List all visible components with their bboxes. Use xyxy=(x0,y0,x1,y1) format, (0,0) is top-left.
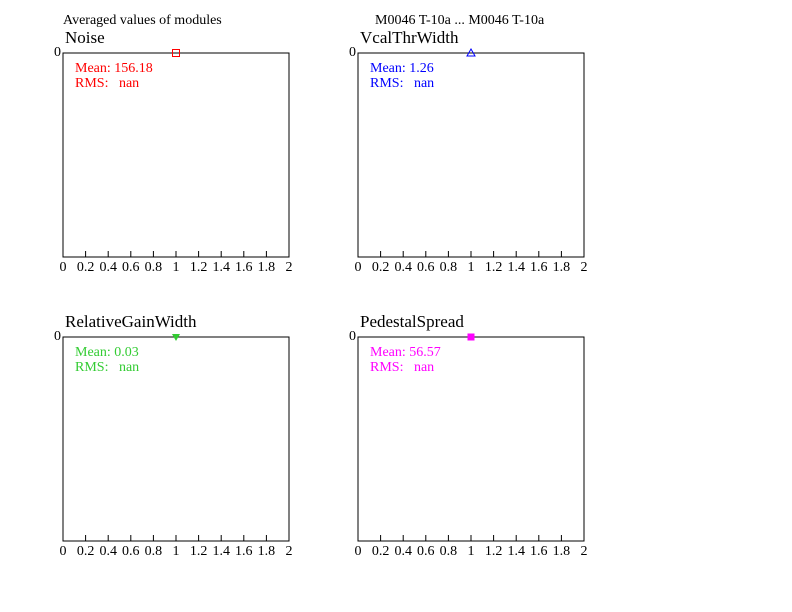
marker xyxy=(172,49,180,57)
mean-label: Mean: 156.18 xyxy=(75,61,153,76)
x-tick-label: 2 xyxy=(286,260,293,275)
panel-title: PedestalSpread xyxy=(360,312,464,331)
panel-title: RelativeGainWidth xyxy=(65,312,197,331)
y-tick-label: 0 xyxy=(349,329,356,344)
page-subtitle: M0046 T-10a ... M0046 T-10a xyxy=(375,13,545,28)
mean-label: Mean: 56.57 xyxy=(370,345,441,360)
x-tick-label: 0.6 xyxy=(417,260,435,275)
x-tick-label: 1 xyxy=(468,544,475,559)
x-tick-label: 0 xyxy=(60,544,67,559)
x-tick-label: 0.6 xyxy=(122,544,140,559)
x-tick-label: 1.4 xyxy=(212,260,230,275)
x-tick-label: 1.6 xyxy=(530,544,548,559)
x-tick-label: 2 xyxy=(286,544,293,559)
rms-label: RMS: nan xyxy=(370,76,434,91)
x-tick-label: 1.8 xyxy=(553,260,571,275)
x-tick-label: 1.4 xyxy=(212,544,230,559)
x-tick-label: 1.8 xyxy=(553,544,571,559)
x-tick-label: 1.6 xyxy=(235,544,253,559)
x-tick-label: 1.4 xyxy=(507,544,525,559)
x-tick-label: 0.2 xyxy=(372,260,390,275)
x-tick-label: 2 xyxy=(581,544,588,559)
x-tick-label: 1.8 xyxy=(258,260,276,275)
rms-label: RMS: nan xyxy=(75,360,139,375)
x-tick-label: 0.4 xyxy=(99,260,117,275)
mean-label: Mean: 1.26 xyxy=(370,61,434,76)
x-tick-label: 0.2 xyxy=(77,260,95,275)
y-tick-label: 0 xyxy=(54,329,61,344)
marker xyxy=(467,333,475,341)
y-tick-label: 0 xyxy=(54,45,61,60)
panel-title: Noise xyxy=(65,28,105,47)
x-tick-label: 1 xyxy=(173,544,180,559)
page-title: Averaged values of modules xyxy=(63,13,222,28)
x-tick-label: 2 xyxy=(581,260,588,275)
x-tick-label: 1.2 xyxy=(190,544,208,559)
x-tick-label: 1.4 xyxy=(507,260,525,275)
x-tick-label: 0.2 xyxy=(372,544,390,559)
x-tick-label: 0.8 xyxy=(440,260,458,275)
panel-title: VcalThrWidth xyxy=(360,28,459,47)
x-tick-label: 1.2 xyxy=(485,544,503,559)
x-tick-label: 0.8 xyxy=(145,260,163,275)
x-tick-label: 0.8 xyxy=(440,544,458,559)
x-tick-label: 0.4 xyxy=(99,544,117,559)
x-tick-label: 0.4 xyxy=(394,260,412,275)
rms-label: RMS: nan xyxy=(370,360,434,375)
x-tick-label: 0.4 xyxy=(394,544,412,559)
x-tick-label: 1.6 xyxy=(530,260,548,275)
x-tick-label: 1.2 xyxy=(485,260,503,275)
x-tick-label: 0 xyxy=(60,260,67,275)
x-tick-label: 1 xyxy=(173,260,180,275)
x-tick-label: 0.6 xyxy=(122,260,140,275)
x-tick-label: 1 xyxy=(468,260,475,275)
x-tick-label: 0.6 xyxy=(417,544,435,559)
y-tick-label: 0 xyxy=(349,45,356,60)
x-tick-label: 0 xyxy=(355,544,362,559)
x-tick-label: 0.2 xyxy=(77,544,95,559)
x-tick-label: 0 xyxy=(355,260,362,275)
x-tick-label: 0.8 xyxy=(145,544,163,559)
rms-label: RMS: nan xyxy=(75,76,139,91)
mean-label: Mean: 0.03 xyxy=(75,345,139,360)
x-tick-label: 1.6 xyxy=(235,260,253,275)
marker xyxy=(172,334,180,341)
x-tick-label: 1.2 xyxy=(190,260,208,275)
x-tick-label: 1.8 xyxy=(258,544,276,559)
marker xyxy=(466,47,476,57)
